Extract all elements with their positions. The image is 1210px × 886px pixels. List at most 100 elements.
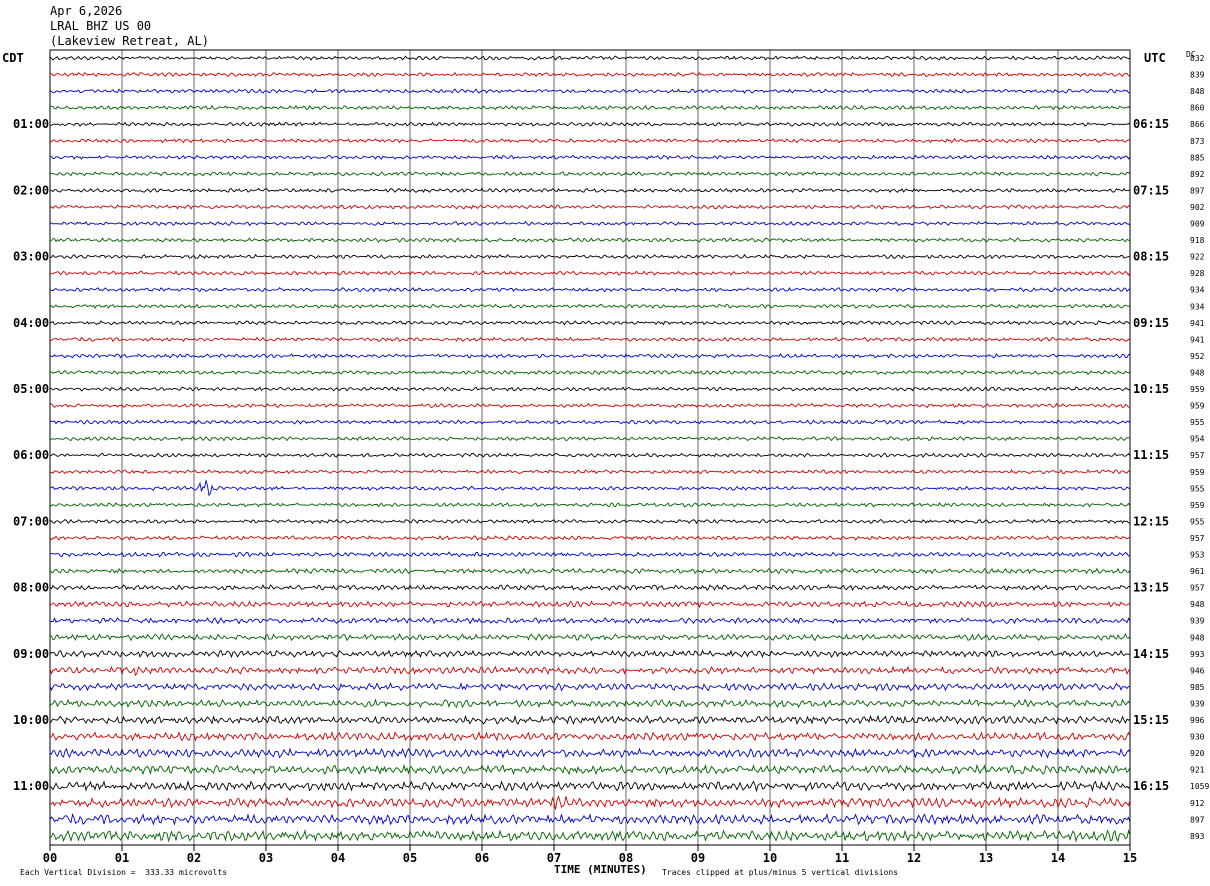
seismic-trace [49, 303, 1131, 309]
x-tick-label: 14 [1051, 851, 1065, 865]
dc-value-label: 930 [1190, 733, 1205, 742]
seismic-trace [49, 600, 1131, 609]
dc-label: DC [1186, 50, 1196, 59]
dc-value-label: 866 [1190, 120, 1205, 129]
seismic-trace [49, 829, 1131, 843]
seismic-trace [49, 452, 1131, 458]
seismic-trace [49, 402, 1130, 409]
x-tick-label: 11 [835, 851, 849, 865]
utc-hour-label: 08:15 [1133, 250, 1169, 264]
seismic-trace [49, 270, 1131, 276]
dc-value-label: 948 [1190, 600, 1205, 609]
dc-value-label: 955 [1190, 484, 1205, 493]
x-tick-label: 15 [1123, 851, 1137, 865]
seismic-trace [49, 436, 1131, 442]
x-tick-label: 13 [979, 851, 993, 865]
plot-frame [49, 49, 1131, 846]
utc-hour-label: 16:15 [1133, 779, 1169, 793]
dc-value-label: 959 [1190, 468, 1205, 477]
x-tick-label: 08 [619, 851, 633, 865]
cdt-hour-label: 06:00 [13, 448, 49, 462]
dc-value-label: 957 [1190, 534, 1205, 543]
x-tick-label: 05 [403, 851, 417, 865]
x-tick-label: 07 [547, 851, 561, 865]
cdt-hour-label: 02:00 [13, 183, 49, 197]
seismic-trace [49, 714, 1131, 726]
utc-hour-label: 10:15 [1133, 382, 1169, 396]
chart-header-location: (Lakeview Retreat, AL) [50, 34, 209, 48]
seismic-trace [49, 237, 1131, 243]
seismic-trace [49, 88, 1131, 94]
right-axis-label: UTC [1144, 51, 1166, 65]
dc-value-label: 839 [1190, 71, 1205, 80]
dc-value-label: 928 [1190, 269, 1205, 278]
seismic-trace [49, 353, 1131, 359]
dc-value-label: 897 [1190, 815, 1205, 824]
seismic-trace [49, 813, 1131, 826]
x-tick-label: 01 [115, 851, 129, 865]
utc-hour-label: 14:15 [1133, 647, 1169, 661]
dc-value-label: 959 [1190, 402, 1205, 411]
seismic-trace [49, 154, 1131, 161]
seismic-trace [49, 779, 1131, 793]
x-tick-label: 04 [331, 851, 345, 865]
seismic-trace [49, 187, 1131, 193]
dc-value-label: 1059 [1190, 782, 1209, 791]
cdt-hour-label: 07:00 [13, 514, 49, 528]
dc-value-label: 921 [1190, 766, 1205, 775]
dc-value-label: 957 [1190, 451, 1205, 460]
dc-value-label: 909 [1190, 220, 1205, 229]
dc-value-label: 941 [1190, 319, 1205, 328]
seismic-trace [49, 55, 1131, 61]
seismic-trace [49, 681, 1130, 692]
dc-value-label: 993 [1190, 650, 1205, 659]
seismic-trace [49, 386, 1131, 392]
seismic-trace [49, 698, 1131, 709]
seismic-trace [49, 121, 1131, 127]
x-axis-label: TIME (MINUTES) [554, 863, 647, 876]
cdt-hour-label: 04:00 [13, 316, 49, 330]
utc-hour-label: 11:15 [1133, 448, 1169, 462]
seismic-trace [49, 286, 1131, 293]
dc-value-label: 939 [1190, 617, 1205, 626]
seismic-trace [49, 204, 1131, 210]
seismic-trace [49, 518, 1131, 525]
seismic-trace [50, 253, 1131, 260]
utc-hour-label: 15:15 [1133, 713, 1169, 727]
dc-value-label: 885 [1190, 153, 1205, 162]
seismic-trace [49, 617, 1131, 625]
chart-header-station: LRAL BHZ US 00 [50, 19, 152, 33]
dc-value-label: 952 [1190, 352, 1205, 361]
dc-value-label: 918 [1190, 236, 1205, 245]
seismic-trace [49, 551, 1131, 558]
x-tick-label: 02 [187, 851, 201, 865]
seismic-trace [49, 171, 1131, 177]
seismic-trace [49, 584, 1131, 592]
dc-value-label: 955 [1190, 418, 1205, 427]
dc-value-label: 954 [1190, 435, 1205, 444]
cdt-hour-label: 01:00 [13, 117, 49, 131]
seismic-trace [49, 763, 1131, 776]
dc-value-label: 941 [1190, 335, 1205, 344]
x-tick-label: 12 [907, 851, 921, 865]
seismic-trace [49, 649, 1131, 659]
dc-value-label: 873 [1190, 137, 1205, 146]
seismic-trace [49, 665, 1131, 677]
utc-hour-label: 06:15 [1133, 117, 1169, 131]
x-tick-label: 09 [691, 851, 705, 865]
dc-value-label: 939 [1190, 699, 1205, 708]
seismic-trace [49, 419, 1131, 425]
x-tick-label: 00 [43, 851, 57, 865]
seismic-trace [49, 502, 1131, 508]
cdt-hour-label: 09:00 [13, 647, 49, 661]
dc-value-label: 961 [1190, 567, 1205, 576]
left-axis-label: CDT [2, 51, 24, 65]
utc-hour-label: 12:15 [1133, 514, 1169, 528]
dc-value-label: 934 [1190, 302, 1205, 311]
seismic-trace [49, 747, 1131, 759]
dc-value-label: 893 [1190, 832, 1205, 841]
seismic-trace [49, 320, 1131, 326]
dc-value-label: 959 [1190, 385, 1205, 394]
dc-value-label: 860 [1190, 104, 1205, 113]
cdt-hour-label: 11:00 [13, 779, 49, 793]
